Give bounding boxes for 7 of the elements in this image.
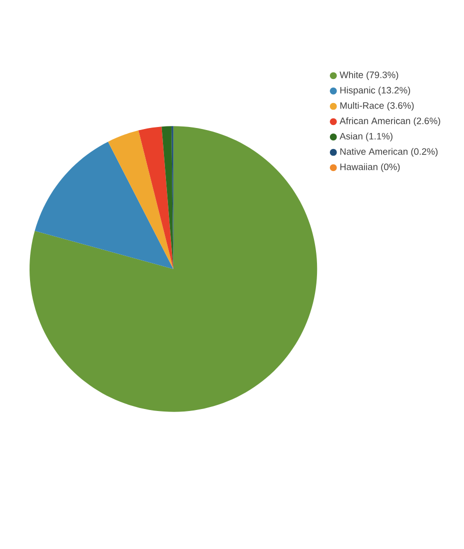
legend-label: White (79.3%) bbox=[340, 71, 398, 80]
legend-label: Asian (1.1%) bbox=[340, 132, 392, 142]
legend-label: Hispanic (13.2%) bbox=[340, 86, 410, 96]
legend-label: Multi-Race (3.6%) bbox=[340, 102, 414, 111]
legend-label: African American (2.6%) bbox=[340, 117, 440, 126]
legend-label: Native American (0.2%) bbox=[340, 148, 438, 157]
legend-label: Hawaiian (0%) bbox=[340, 163, 400, 172]
